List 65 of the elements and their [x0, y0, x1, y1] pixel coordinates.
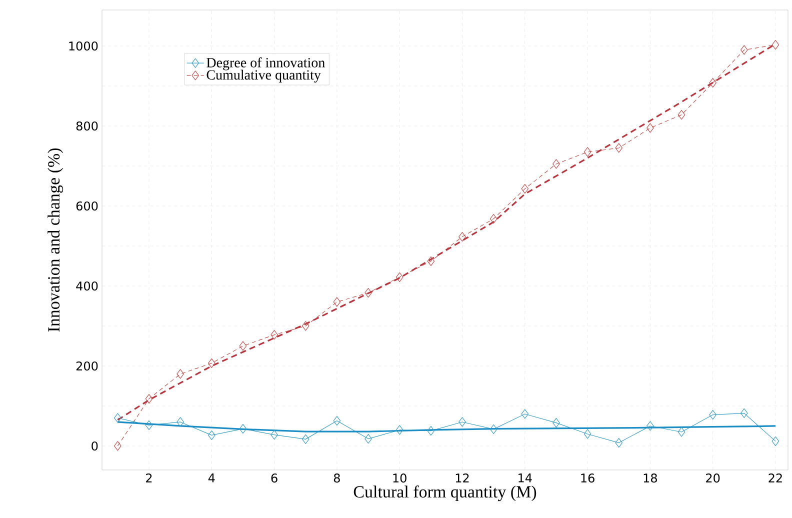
y-tick-label: 0 — [92, 441, 98, 451]
x-tick-label: 4 — [208, 474, 215, 482]
point — [145, 420, 153, 430]
y-tick-label: 200 — [76, 361, 98, 371]
y-axis-title: Innovation and change (%) — [48, 148, 64, 332]
point — [584, 147, 592, 157]
point — [208, 430, 216, 440]
point — [521, 409, 529, 419]
legend-label: Degree of innovation — [206, 57, 325, 70]
point — [145, 394, 153, 404]
point — [176, 369, 184, 379]
point — [270, 330, 278, 340]
point — [364, 434, 372, 444]
point — [490, 214, 498, 224]
point — [333, 416, 341, 426]
x-tick-label: 20 — [706, 474, 720, 483]
x-tick-label: 22 — [768, 474, 782, 482]
point — [678, 427, 686, 437]
point — [302, 434, 310, 444]
point — [270, 430, 278, 440]
point — [740, 45, 748, 55]
point — [302, 321, 310, 331]
point — [646, 123, 654, 133]
x-tick-label: 12 — [456, 474, 469, 482]
x-axis-title: Cultural form quantity (M) — [354, 485, 536, 502]
y-tick-label: 800 — [76, 121, 98, 131]
point — [709, 410, 716, 420]
x-tick-label: 6 — [271, 474, 278, 483]
legend-label: Cumulative quantity — [206, 70, 321, 83]
point — [521, 184, 529, 194]
point — [396, 272, 404, 282]
point — [427, 256, 435, 266]
point — [584, 429, 592, 439]
point — [552, 159, 560, 169]
point — [239, 341, 247, 351]
x-tick-label: 8 — [334, 474, 340, 483]
point — [458, 417, 466, 427]
point — [709, 78, 716, 88]
point — [678, 110, 686, 120]
point — [427, 426, 435, 436]
point — [646, 421, 654, 431]
point — [458, 232, 466, 242]
point — [396, 425, 404, 435]
point — [615, 438, 623, 448]
y-tick-label: 1000 — [69, 41, 98, 51]
point — [490, 424, 498, 434]
point — [208, 358, 216, 368]
point — [364, 288, 372, 298]
x-tick-label: 2 — [146, 474, 152, 482]
point — [114, 413, 122, 423]
x-tick-label: 16 — [581, 474, 594, 483]
y-tick-label: 600 — [76, 201, 98, 211]
point — [239, 424, 247, 434]
point — [552, 418, 560, 428]
point — [615, 143, 623, 153]
point — [333, 297, 341, 307]
point — [176, 417, 184, 427]
y-tick-label: 400 — [76, 281, 98, 291]
point — [740, 408, 748, 418]
point — [772, 436, 780, 446]
x-tick-label: 18 — [644, 474, 657, 483]
x-tick-label: 10 — [393, 474, 406, 483]
point — [114, 441, 122, 451]
x-tick-label: 14 — [518, 474, 532, 482]
point — [772, 40, 780, 50]
